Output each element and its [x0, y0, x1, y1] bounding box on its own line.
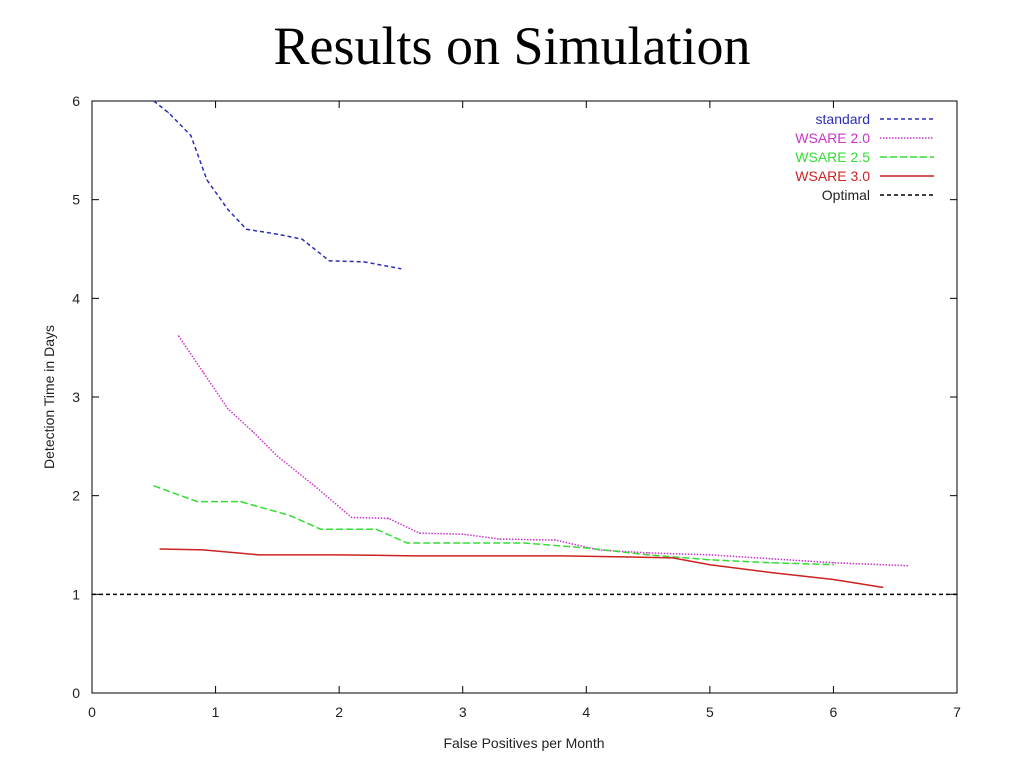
y-tick-label: 4 — [72, 290, 80, 306]
legend-label: WSARE 2.5 — [795, 149, 870, 165]
series-wsare-2-5-line — [153, 485, 834, 566]
data-point — [196, 500, 198, 503]
data-point — [153, 100, 155, 102]
data-point — [258, 554, 260, 556]
data-point — [350, 516, 353, 518]
data-point — [832, 562, 835, 564]
slide-title: Results on Simulation — [273, 16, 751, 76]
y-tick-label: 0 — [72, 685, 80, 701]
data-point — [832, 564, 835, 566]
data-point — [486, 555, 489, 557]
x-tick-label: 1 — [212, 704, 220, 720]
data-point — [301, 238, 303, 240]
data-point — [202, 549, 204, 551]
data-point — [313, 485, 316, 487]
data-point — [252, 430, 254, 433]
data-point — [882, 586, 884, 589]
data-point — [190, 134, 192, 137]
data-point — [168, 112, 170, 114]
data-point — [585, 547, 587, 549]
data-point — [499, 538, 501, 540]
data-point — [387, 517, 390, 519]
data-point — [672, 557, 674, 559]
y-tick-label: 5 — [72, 192, 80, 208]
data-point — [239, 500, 241, 503]
y-tick-label: 3 — [72, 389, 80, 405]
data-point — [622, 556, 624, 558]
data-point — [418, 532, 421, 534]
data-point — [363, 261, 365, 263]
data-point — [177, 335, 180, 337]
data-point — [771, 562, 773, 564]
data-point — [832, 578, 835, 581]
data-point — [771, 558, 773, 560]
data-point — [91, 593, 93, 595]
x-tick-label: 7 — [953, 704, 961, 720]
data-point — [560, 555, 563, 557]
data-point — [206, 179, 208, 181]
data-point — [647, 554, 649, 556]
data-point — [709, 564, 711, 566]
data-point — [159, 548, 161, 550]
data-point — [406, 542, 408, 544]
series-wsare-2-0-line — [177, 335, 908, 567]
data-point — [320, 528, 322, 530]
legend-label: WSARE 2.0 — [795, 130, 870, 146]
data-point — [523, 542, 526, 544]
plot-axes: 0 1 2 3 4 5 6 7 0 1 2 3 4 5 6 — [72, 93, 961, 720]
x-tick-label: 4 — [582, 704, 590, 720]
legend-label: standard — [816, 111, 870, 127]
series-wsare-3-0-line — [159, 548, 883, 589]
data-point — [906, 565, 909, 567]
data-point — [245, 228, 248, 230]
data-point — [227, 408, 229, 410]
y-tick-label: 6 — [72, 93, 80, 109]
y-tick-label: 1 — [72, 586, 80, 602]
legend: standard WSARE 2.0 WSARE 2.5 WSARE 3.0 Optim… — [795, 111, 934, 203]
x-axis-label: False Positives per Month — [443, 735, 604, 751]
data-point — [956, 593, 958, 595]
data-point — [462, 542, 464, 544]
x-tick-label: 5 — [706, 704, 714, 720]
data-point — [338, 554, 340, 556]
x-tick-label: 6 — [830, 704, 838, 720]
legend-label: Optimal — [822, 187, 870, 203]
data-point — [276, 455, 278, 457]
data-point — [554, 539, 556, 541]
data-point — [227, 208, 229, 211]
data-point — [328, 260, 330, 262]
data-point — [771, 572, 773, 574]
data-point — [709, 554, 711, 556]
data-point — [276, 233, 278, 235]
x-tick-label: 3 — [459, 704, 467, 720]
data-point — [462, 533, 464, 535]
data-point — [375, 528, 377, 530]
series-standard-line — [153, 100, 402, 270]
data-point — [153, 485, 155, 487]
legend-label: WSARE 3.0 — [795, 168, 870, 184]
x-tick-label: 2 — [335, 704, 343, 720]
y-tick-label: 2 — [72, 488, 80, 504]
data-point — [289, 514, 291, 517]
x-tick-label: 0 — [88, 704, 96, 720]
series-lines — [91, 100, 958, 596]
y-axis-label: Detection Time in Days — [41, 325, 57, 469]
data-point — [412, 555, 414, 557]
data-point — [400, 268, 402, 270]
data-point — [202, 371, 204, 373]
data-point — [647, 552, 649, 554]
data-point — [709, 559, 711, 561]
